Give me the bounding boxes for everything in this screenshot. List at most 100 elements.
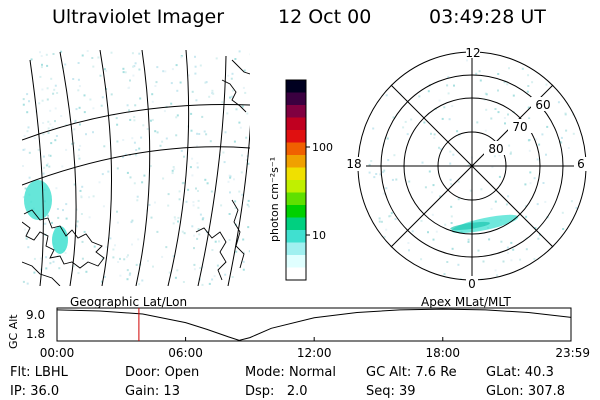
noise-pixel (65, 124, 68, 126)
noise-pixel (181, 182, 184, 185)
noise-pixel (40, 66, 43, 69)
noise-pixel (201, 283, 204, 286)
noise-pixel (22, 165, 24, 167)
noise-pixel (126, 278, 129, 281)
noise-pixel (545, 153, 547, 156)
noise-pixel (235, 108, 238, 111)
noise-pixel (131, 219, 134, 222)
noise-pixel (26, 93, 29, 96)
noise-pixel (518, 56, 520, 59)
longitude-lines (29, 50, 250, 286)
noise-pixel (78, 85, 81, 88)
noise-pixel (77, 62, 80, 64)
mlat-label-70: 70 (512, 120, 527, 134)
noise-pixel (238, 190, 241, 193)
noise-pixel (175, 64, 178, 67)
noise-pixel (49, 109, 52, 112)
noise-pixel (25, 232, 28, 235)
noise-pixel (163, 110, 166, 113)
noise-pixel (557, 101, 560, 104)
noise-pixel (458, 134, 460, 137)
noise-pixel (131, 137, 134, 140)
noise-pixel (170, 102, 173, 105)
noise-pixel (406, 267, 409, 270)
noise-pixel (45, 164, 48, 167)
noise-pixel (242, 238, 245, 241)
status-seq: Seq: 39 (366, 384, 416, 399)
noise-pixel (42, 155, 45, 158)
noise-pixel (122, 71, 125, 74)
noise-pixel (92, 107, 95, 110)
noise-pixel (78, 157, 81, 160)
noise-pixel (150, 216, 153, 219)
noise-pixel (101, 96, 104, 99)
noise-pixel (457, 180, 460, 183)
noise-pixel (129, 118, 132, 121)
noise-pixel (234, 207, 237, 209)
noise-pixel (122, 139, 125, 141)
noise-pixel (533, 177, 536, 180)
noise-pixel (139, 97, 142, 100)
time-label: 03:49:28 UT (429, 6, 546, 28)
noise-pixel (142, 124, 145, 127)
noise-pixel (510, 151, 512, 154)
noise-pixel (245, 159, 248, 161)
noise-pixel (417, 59, 420, 62)
date-label: 12 Oct 00 (278, 6, 372, 28)
noise-pixel (39, 75, 42, 78)
noise-pixel (372, 127, 375, 130)
noise-pixel (444, 223, 447, 226)
status-gc-alt: GC Alt: 7.6 Re (366, 365, 457, 380)
noise-pixel (189, 166, 192, 169)
noise-pixel (60, 115, 63, 117)
noise-pixel (45, 267, 48, 270)
noise-pixel (107, 170, 110, 173)
noise-pixel (27, 246, 30, 249)
noise-pixel (176, 89, 179, 92)
polar-plot: 12 18 6 0 60 70 80 (344, 46, 588, 291)
noise-pixel (224, 273, 227, 276)
noise-pixel (198, 133, 201, 135)
noise-pixel (457, 263, 460, 266)
noise-pixel (116, 221, 119, 224)
noise-pixel (167, 193, 170, 196)
noise-pixel (201, 115, 204, 118)
noise-pixel (126, 104, 129, 107)
noise-pixel (182, 281, 185, 283)
noise-pixel (422, 56, 424, 59)
noise-pixel (538, 143, 541, 146)
noise-pixel (75, 208, 78, 211)
noise-pixel (105, 69, 108, 72)
noise-pixel (191, 225, 194, 228)
noise-pixel (174, 218, 177, 221)
noise-pixel (490, 117, 493, 120)
noise-pixel (33, 137, 36, 140)
noise-pixel (196, 162, 199, 165)
noise-pixel (128, 86, 131, 89)
noise-pixel (105, 245, 108, 248)
colorbar-stripe (286, 142, 306, 156)
noise-pixel (30, 58, 33, 61)
noise-pixel (237, 239, 240, 242)
noise-pixel (92, 131, 94, 134)
noise-pixel (176, 114, 179, 117)
noise-pixel (503, 81, 506, 84)
noise-pixel (65, 148, 68, 151)
noise-pixel (494, 108, 497, 110)
noise-pixel (438, 99, 441, 102)
noise-pixel (141, 279, 144, 282)
noise-pixel (215, 57, 218, 60)
status-filter: Flt: LBHL (10, 365, 68, 380)
noise-pixel (214, 240, 217, 243)
noise-pixel (562, 228, 565, 230)
noise-pixel (74, 119, 77, 122)
noise-pixel (64, 252, 67, 254)
noise-pixel (180, 55, 183, 57)
noise-pixel (477, 249, 480, 252)
noise-pixel (478, 70, 481, 73)
noise-pixel (208, 95, 211, 98)
noise-pixel (42, 122, 45, 124)
noise-pixel (183, 155, 185, 158)
noise-pixel (392, 116, 395, 119)
noise-pixel (109, 237, 112, 240)
